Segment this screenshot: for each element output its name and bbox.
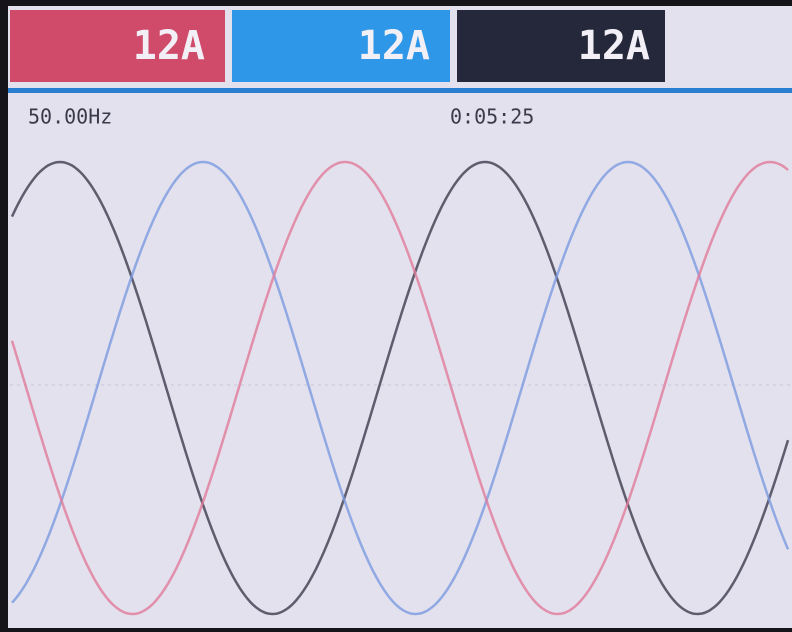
clock: 0:05:25 — [450, 105, 534, 129]
frequency: 50.00Hz — [28, 105, 112, 129]
phase-wave — [11, 160, 790, 616]
waveforms — [10, 160, 790, 616]
phase-3-box — [457, 10, 665, 82]
phase-1-box — [10, 10, 225, 82]
phase-wave — [10, 160, 790, 616]
phase-wave — [10, 160, 789, 616]
phase-2-box — [232, 10, 450, 82]
phase-3-reading: 12A — [578, 23, 650, 69]
divider — [8, 88, 792, 93]
phase-1-reading: 12A — [133, 23, 205, 69]
phase-2-reading: 12A — [358, 23, 430, 69]
